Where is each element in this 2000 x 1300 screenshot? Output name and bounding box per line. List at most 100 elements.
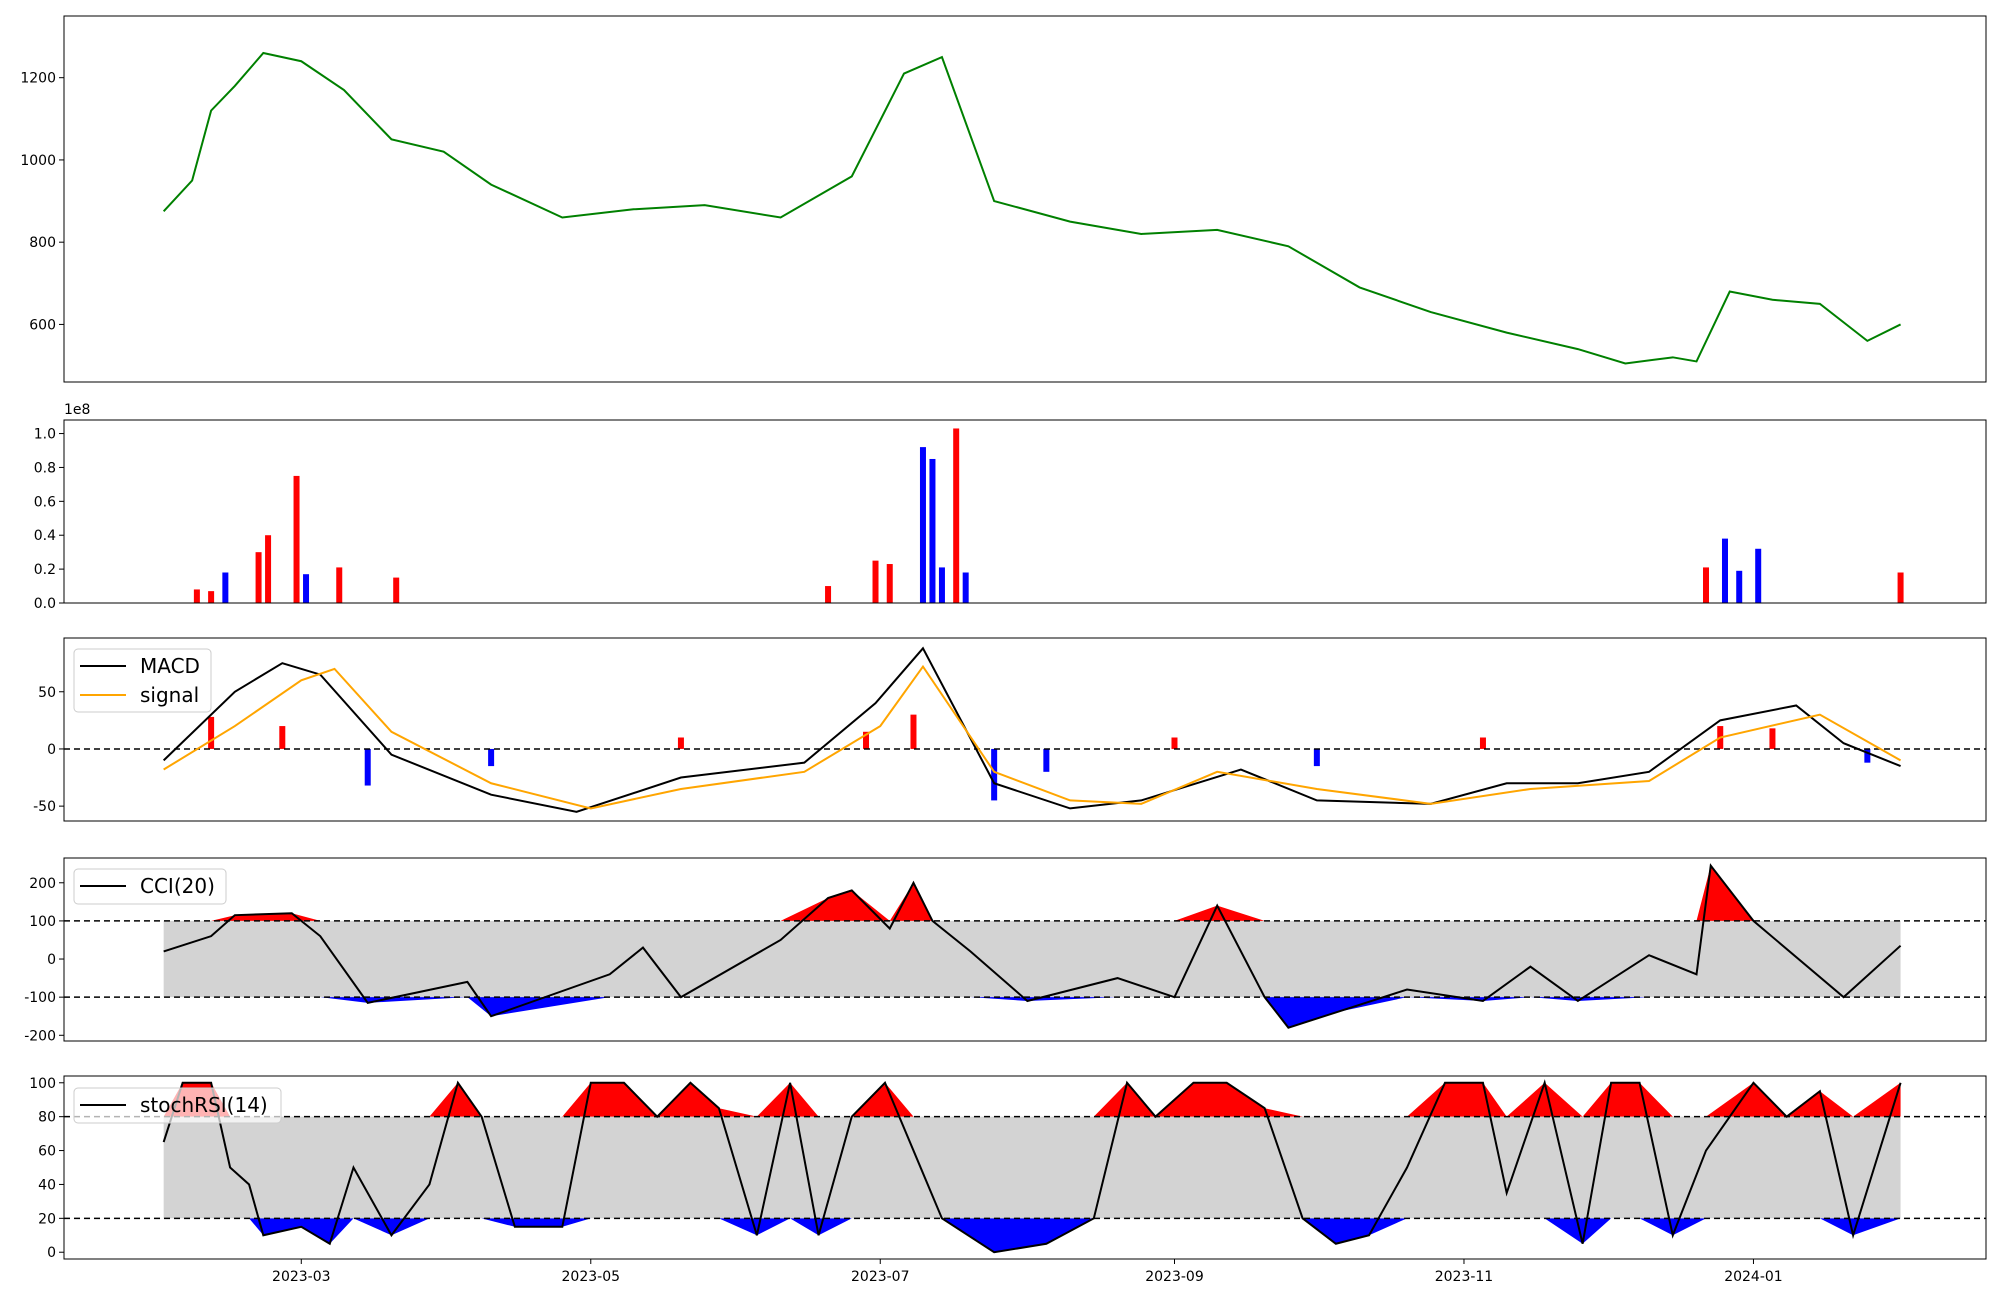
volume-bar [962,572,969,603]
macd-histogram-bar [1769,728,1776,749]
macd-histogram-bar [364,748,371,786]
cci-legend: CCI(20) [73,868,227,905]
macd-histogram-bar [677,737,684,749]
volume-bar-layer [193,428,1904,603]
stochrsi-y-axis: 0 20 40 60 80 100 [29,1076,64,1261]
y-tick-label: 100 [29,1076,56,1092]
macd-histogram-bar [1479,737,1486,749]
price-line [162,51,1902,365]
price-y-axis: 600 800 1000 1200 [20,71,64,333]
overbought-fill [163,1082,1901,1117]
macd-histogram-bar [910,714,917,749]
volume-y-axis: 0.0 0.2 0.4 0.6 0.8 1.0 [34,427,64,612]
volume-bar [293,475,300,603]
volume-bar [193,589,200,603]
y-tick-label: 0.2 [34,562,56,578]
y-tick-label: 40 [38,1177,56,1193]
y-tick-label: 0.6 [34,494,56,510]
volume-bar [1721,538,1728,603]
y-tick-label: 0.0 [34,596,56,612]
volume-bar [929,458,936,603]
cci-legend-label: CCI(20) [140,874,215,898]
volume-bar [393,577,400,603]
macd-histogram-bar [863,731,870,749]
neutral-band [163,920,1901,998]
y-tick-label: -50 [33,799,56,815]
x-tick-label: 2023-03 [272,1269,331,1285]
neutral-band [163,1116,1901,1219]
volume-bar [1703,567,1710,603]
price-panel: 600 800 1000 1200 [20,15,1987,383]
y-tick-label: 800 [29,235,56,251]
overbought-fill [163,865,1901,921]
price-frame [63,15,1987,383]
stochrsi-legend-box [73,1087,282,1124]
macd-line [162,646,1901,813]
y-tick-label: 80 [38,1110,56,1126]
volume-bar [825,586,832,603]
macd-frame [63,637,1987,822]
macd-histogram-bar [1043,748,1050,772]
volume-bar [886,564,893,603]
x-tick-label: 2023-05 [562,1269,621,1285]
macd-histogram-bar [1313,748,1320,767]
stochrsi-line [162,1079,1902,1254]
stochrsi-legend-label: stochRSI(14) [140,1093,268,1117]
y-tick-label: 20 [38,1211,56,1227]
macd-legend: MACD signal [73,648,212,713]
stochrsi-panel: 0 20 40 60 80 100 stochRSI(14) 2023-03 2023-05… [29,1075,1987,1285]
y-tick-label: 50 [38,685,56,701]
volume-bar [265,535,272,603]
volume-scale-label: 1e8 [64,402,90,418]
y-tick-label: 60 [38,1144,56,1160]
stochrsi-legend: stochRSI(14) [73,1087,282,1124]
y-tick-label: 0.8 [34,460,56,476]
y-tick-label: 1200 [20,71,56,87]
y-tick-label: 0 [47,1245,56,1261]
cci-panel: -200 -100 0 100 200 CCI(20) [24,857,1987,1044]
signal-legend-label: signal [140,683,199,707]
cci-legend-box [73,868,227,905]
volume-frame [63,419,1987,604]
macd-panel: -50 0 50 MACD signal [33,637,1987,822]
volume-bar [872,560,879,603]
y-tick-label: 100 [29,914,56,930]
y-tick-label: 0 [47,742,56,758]
macd-legend-box [73,648,212,713]
date-x-axis: 2023-03 2023-05 2023-07 2023-09 2023-11 2024-… [272,1259,1783,1285]
macd-legend-label: MACD [140,654,200,678]
macd-histogram-bar [991,748,998,801]
cci-frame [63,857,1987,1042]
volume-bar [919,447,926,603]
stochrsi-series-layer [64,1079,1986,1254]
x-tick-label: 2023-09 [1145,1269,1204,1285]
stochrsi-frame [63,1075,1987,1260]
macd-histogram-bar [1864,748,1871,763]
cci-series-layer [64,863,1986,1029]
volume-bar [1755,548,1762,603]
x-tick-label: 2023-07 [851,1269,910,1285]
cci-line [163,863,1902,1029]
volume-bar [953,428,960,603]
volume-bar [1897,572,1904,603]
volume-bar [336,567,343,603]
volume-bar [208,591,215,603]
macd-histogram-bar [279,726,286,749]
volume-bar [255,552,262,603]
cci-y-axis: -200 -100 0 100 200 [24,876,64,1044]
volume-bar [222,572,229,603]
volume-panel: 0.0 0.2 0.4 0.6 0.8 1.0 1e8 [34,402,1987,612]
macd-series-layer [64,646,1986,813]
y-tick-label: 0 [47,952,56,968]
x-tick-label: 2023-11 [1435,1269,1494,1285]
oversold-fill [163,997,1901,1028]
y-tick-label: 600 [29,317,56,333]
macd-histogram-bar [488,748,495,767]
y-tick-label: 1.0 [34,427,56,443]
macd-histogram-bar [208,716,215,749]
volume-bar [1736,570,1743,603]
y-tick-label: -200 [24,1028,56,1044]
y-tick-label: -100 [24,990,56,1006]
